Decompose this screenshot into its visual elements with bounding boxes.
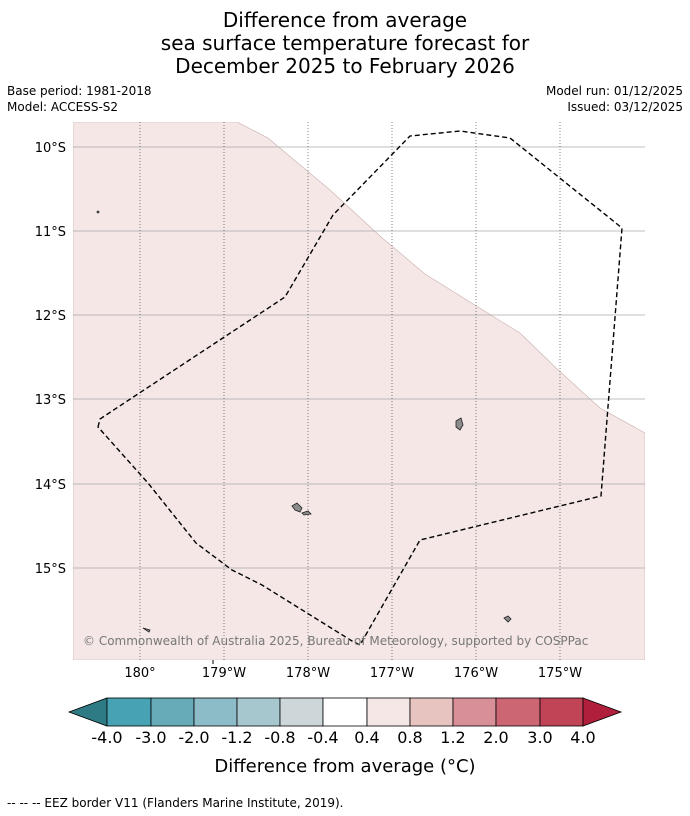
meta-right: Model run: 01/12/2025 Issued: 03/12/2025	[546, 83, 683, 115]
lon-label: 178°W	[286, 666, 330, 681]
longitude-labels: 180° 179°W 178°W 177°W 176°W 175°W	[124, 666, 582, 681]
footer-note: -- -- -- EEZ border V11 (Flanders Marine…	[7, 796, 344, 810]
colorbar-bin	[409, 697, 454, 727]
colorbar-bin	[193, 697, 238, 727]
eez-border	[97, 130, 623, 646]
island-futuna	[291, 502, 303, 513]
model-name: Model: ACCESS-S2	[7, 100, 119, 114]
lat-label: 13°S	[35, 393, 66, 408]
colorbar-tick-labels: -4.0 -3.0 -2.0 -1.2 -0.8 -0.4 0.4 0.8 1.…	[91, 728, 595, 747]
colorbar-tick-label: -0.8	[264, 728, 295, 747]
lon-label: 175°W	[538, 666, 582, 681]
colorbar-bin	[279, 697, 324, 727]
colorbar-bin	[452, 697, 497, 727]
lon-label: 177°W	[370, 666, 414, 681]
title-line-1: Difference from average	[222, 8, 468, 32]
model-run: Model run: 01/12/2025	[545, 84, 683, 98]
colorbar-tick-label: -1.2	[221, 728, 252, 747]
colorbar-tick-label: 4.0	[570, 728, 595, 747]
islands	[96, 210, 512, 633]
colorbar-tick-label: 3.0	[527, 728, 552, 747]
colorbar-tick-label: -3.0	[135, 728, 166, 747]
lon-label: 180°	[124, 666, 155, 681]
colorbar-tick-label: 0.4	[354, 728, 379, 747]
colorbar	[67, 697, 623, 727]
lat-label: 12°S	[35, 309, 66, 324]
colorbar-bin	[539, 697, 584, 727]
colorbar-tick-label: -4.0	[91, 728, 122, 747]
lat-label: 10°S	[35, 141, 66, 156]
island-uvea	[455, 417, 464, 431]
copyright-text: © Commonwealth of Australia 2025, Bureau…	[83, 634, 588, 648]
colorbar-tick-label: 1.2	[440, 728, 465, 747]
lat-label: 14°S	[35, 478, 66, 493]
latitude-labels: 10°S 11°S 12°S 13°S 14°S 15°S	[35, 141, 66, 577]
colorbar-bin	[106, 697, 152, 727]
colorbar-extend-high	[582, 697, 623, 727]
lat-label: 15°S	[35, 562, 66, 577]
lon-label: 176°W	[454, 666, 498, 681]
map-area: © Commonwealth of Australia 2025, Bureau…	[73, 122, 645, 660]
colorbar-tick-label: 2.0	[483, 728, 508, 747]
islet-northwest	[96, 210, 100, 214]
colorbar-tick-label: -0.4	[307, 728, 338, 747]
latitude-gridlines	[73, 146, 645, 569]
colorbar-bin	[236, 697, 281, 727]
lon-label: 179°W	[202, 666, 246, 681]
island-small-east	[503, 615, 512, 623]
island-small-west	[142, 627, 151, 633]
colorbar-bin	[150, 697, 195, 727]
colorbar-label: Difference from average (°C)	[214, 756, 475, 777]
colorbar-bin	[322, 697, 368, 727]
colorbar-extend-low	[67, 697, 108, 727]
colorbar-bin	[495, 697, 541, 727]
issued-date: Issued: 03/12/2025	[567, 100, 683, 114]
colorbar-bin	[366, 697, 411, 727]
meta-left: Base period: 1981-2018 Model: ACCESS-S2	[7, 83, 152, 115]
colorbar-tick-label: -2.0	[178, 728, 209, 747]
title-line-2: sea surface temperature forecast for	[160, 31, 530, 55]
lat-label: 11°S	[35, 225, 66, 240]
title-line-3: December 2025 to February 2026	[175, 54, 515, 78]
colorbar-tick-label: 0.8	[397, 728, 422, 747]
island-alofi	[301, 510, 312, 516]
base-period: Base period: 1981-2018	[7, 84, 152, 98]
